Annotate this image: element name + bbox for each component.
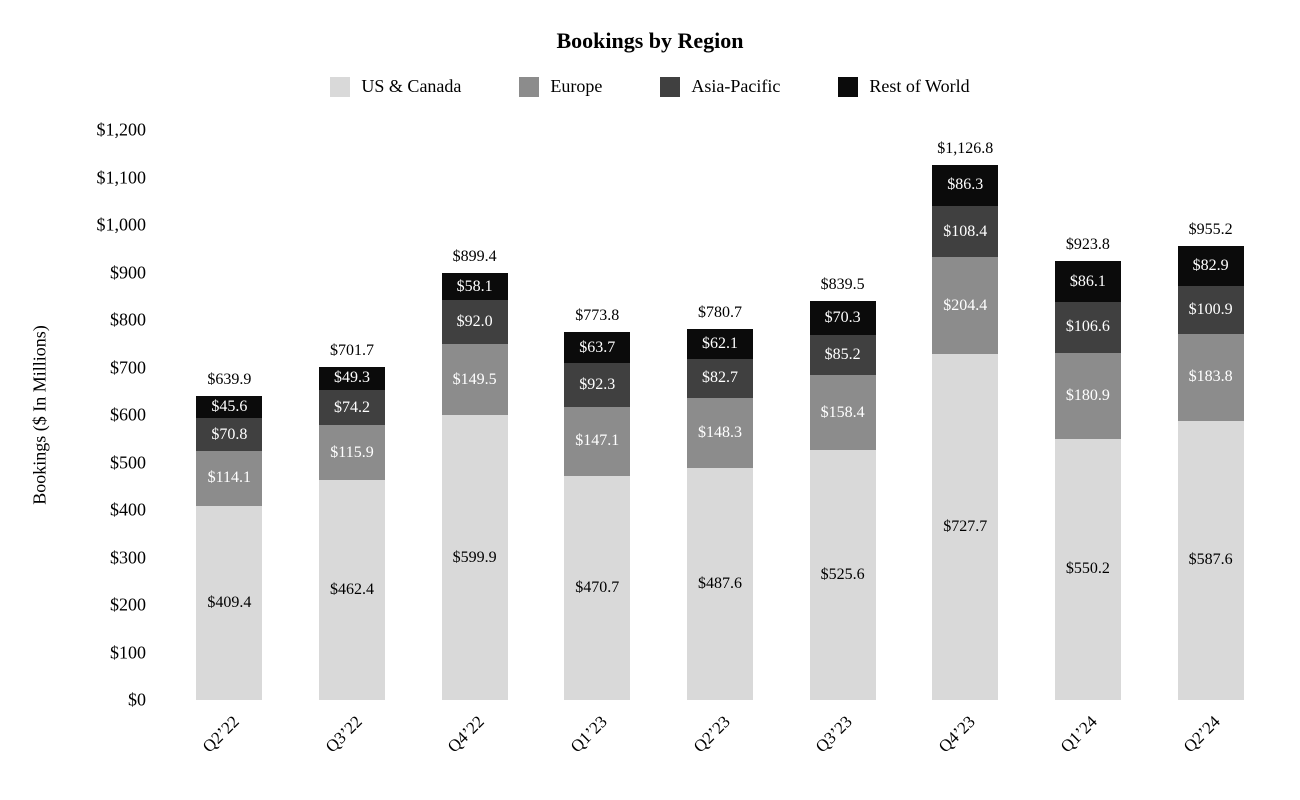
bar-segment-us-canada: $727.7 [932,354,999,700]
legend-item-europe: Europe [519,76,602,97]
legend-swatch-us-canada [330,76,351,97]
bar-segment-us-canada: $550.2 [1054,438,1121,700]
bar-segment-rest-of-world: $62.1 [686,329,753,359]
bar-segment-asia-pacific: $70.8 [196,417,263,452]
y-tick-label: $800 [110,309,146,330]
plot-area: $409.4 $114.1 $70.8 $45.6 $639.9 Q2’22 $462.4 $… [168,130,1272,756]
bar-segment-rest-of-world: $86.1 [1054,261,1121,303]
bar-segment-rest-of-world: $70.3 [809,301,876,335]
bar-total-label: $701.7 [329,341,374,359]
y-tick-label: $700 [110,357,146,377]
bar-segment-us-canada: $462.4 [318,480,385,700]
legend: US & Canada Europe Asia-Pacific Rest of Wor… [0,76,1300,97]
bar-segment-rest-of-world: $86.3 [932,164,999,206]
legend-label-us-canada: US & Canada [361,76,462,96]
bar-total-label: $899.4 [452,247,497,265]
x-axis-label: Q3’22 [321,712,366,757]
y-tick-label: $0 [128,689,146,710]
x-axis-label: Q3’23 [811,712,857,757]
bar-segment-asia-pacific: $74.2 [318,390,385,426]
y-tick-label: $1,200 [96,119,147,140]
bar-segment-us-canada: $599.9 [441,415,508,700]
legend-item-us-canada: US & Canada [330,76,461,97]
legend-item-asia-pacific: Asia-Pacific [660,76,780,97]
bar-segment-europe: $158.4 [809,375,876,451]
bar-total-label: $773.8 [575,307,620,325]
bar-segment-us-canada: $525.6 [809,450,876,700]
bar-segment-asia-pacific: $92.3 [564,362,631,407]
legend-label-rest-of-world: Rest of World [869,76,970,96]
bar-segment-us-canada: $587.6 [1177,420,1244,700]
legend-swatch-europe [519,76,540,97]
legend-swatch-rest-of-world [838,76,859,97]
bar-segment-us-canada: $409.4 [196,505,263,700]
bar-q4-23: $727.7 $204.4 $108.4 $86.3 $1,126.8 Q4’23 [932,140,999,756]
legend-label-asia-pacific: Asia-Pacific [691,76,781,96]
bar-segment-rest-of-world: $82.9 [1177,246,1244,286]
bar-q2-23: $487.6 $148.3 $82.7 $62.1 $780.7 Q2’23 [686,304,753,756]
bar-total-label: $1,126.8 [937,139,994,157]
x-axis-label: Q2’24 [1179,712,1225,757]
y-tick-label: $900 [110,262,146,282]
legend-label-europe: Europe [550,76,603,96]
bar-segment-asia-pacific: $85.2 [809,334,876,376]
x-axis-label: Q1’23 [566,712,611,757]
bar-segment-asia-pacific: $100.9 [1177,285,1244,334]
bar-q1-24: $550.2 $180.9 $106.6 $86.1 $923.8 Q1’24 [1054,236,1121,756]
x-axis-label: Q2’23 [689,712,734,757]
legend-item-rest-of-world: Rest of World [838,76,970,97]
x-axis-label: Q4’23 [934,712,979,757]
bar-segment-europe: $115.9 [318,425,385,481]
bar-q3-23: $525.6 $158.4 $85.2 $70.3 $839.5 Q3’23 [809,276,876,756]
bar-segment-europe: $204.4 [932,257,999,355]
bar-segment-rest-of-world: $63.7 [564,332,631,363]
y-tick-label: $100 [110,642,146,662]
y-axis-ticks: $0 $100 $200 $300 $400 $500 $600 $700 $800 $900 $1… [0,0,147,800]
bar-total-label: $955.2 [1188,221,1233,239]
bar-segment-europe: $180.9 [1054,352,1121,439]
bar-segment-asia-pacific: $108.4 [932,205,999,258]
y-tick-label: $1,000 [96,214,147,235]
bar-q2-24: $587.6 $183.8 $100.9 $82.9 $955.2 Q2’24 [1177,221,1244,756]
bar-segment-rest-of-world: $45.6 [196,396,263,418]
bar-total-label: $839.5 [820,276,865,294]
bar-segment-europe: $148.3 [686,397,753,469]
chart-title: Bookings by Region [556,28,744,53]
bar-segment-europe: $149.5 [441,344,508,416]
x-axis-label: Q2’22 [198,712,243,757]
bar-q4-22: $599.9 $149.5 $92.0 $58.1 $899.4 Q4’22 [441,248,508,756]
bar-total-label: $923.8 [1065,236,1110,254]
bar-total-label: $780.7 [697,304,742,322]
bar-segment-europe: $183.8 [1177,333,1244,421]
bar-segment-asia-pacific: $92.0 [441,300,508,345]
x-axis-label: Q4’22 [443,712,489,757]
bar-q3-22: $462.4 $115.9 $74.2 $49.3 $701.7 Q3’22 [318,342,385,756]
bar-segment-asia-pacific: $106.6 [1054,302,1121,353]
y-tick-label: $1,100 [96,167,147,187]
bar-q1-23: $470.7 $147.1 $92.3 $63.7 $773.8 Q1’23 [564,307,631,756]
bar-segment-us-canada: $487.6 [686,468,753,700]
y-tick-label: $200 [110,594,146,615]
bar-segment-europe: $114.1 [196,451,263,506]
y-tick-label: $400 [110,499,146,520]
bar-q2-22: $409.4 $114.1 $70.8 $45.6 $639.9 Q2’22 [196,371,263,756]
x-axis-label: Q1’24 [1057,712,1102,757]
bar-segment-rest-of-world: $58.1 [441,272,508,301]
bar-segment-europe: $147.1 [564,406,631,477]
legend-swatch-asia-pacific [660,76,681,97]
y-tick-label: $500 [110,452,146,472]
y-tick-label: $600 [110,404,146,425]
bar-segment-rest-of-world: $49.3 [318,366,385,391]
y-tick-label: $300 [110,547,146,567]
bar-segment-us-canada: $470.7 [564,476,631,700]
bar-total-label: $639.9 [207,371,252,389]
bar-segment-asia-pacific: $82.7 [686,358,753,398]
